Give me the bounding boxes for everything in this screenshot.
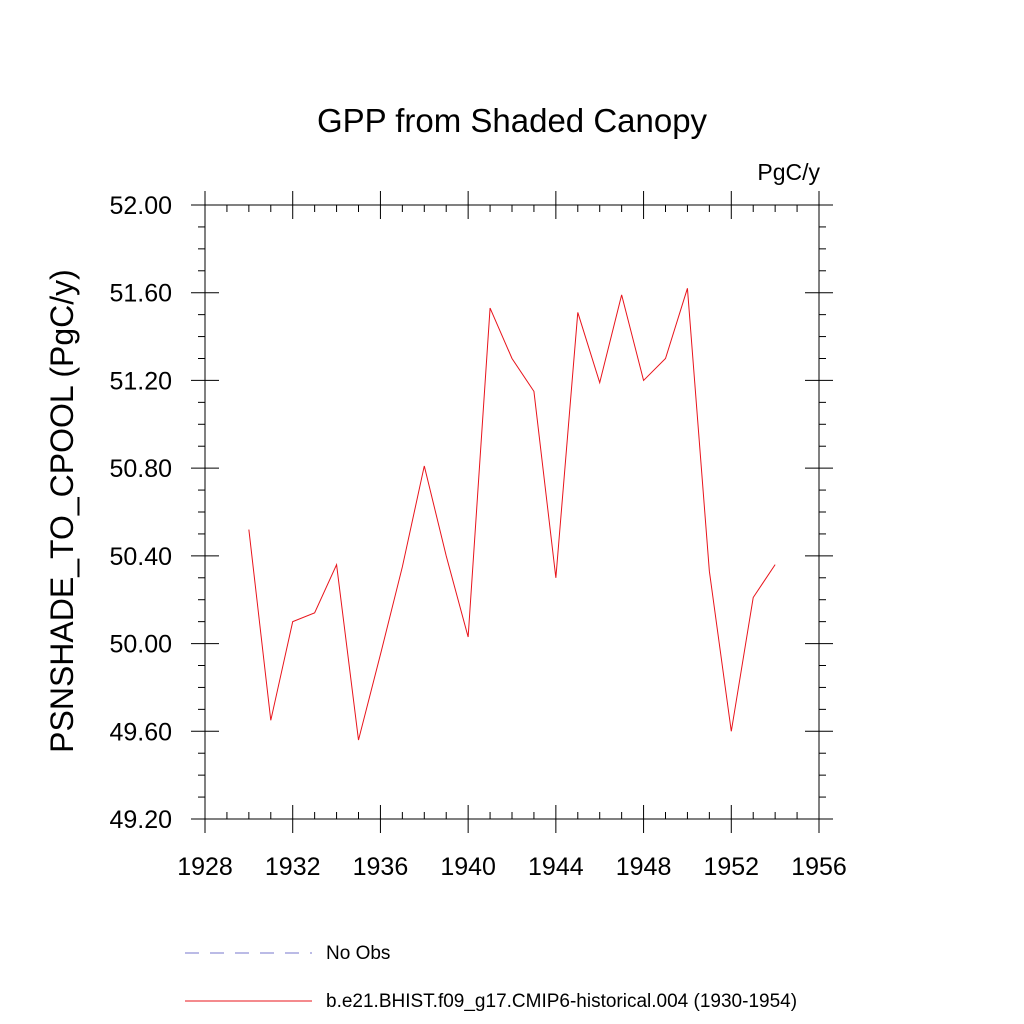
y-tick-label: 50.00 (109, 631, 172, 659)
y-tick-label: 51.20 (109, 367, 172, 395)
x-tick-label: 1932 (265, 853, 321, 881)
y-axis-label: PSNSHADE_TO_CPOOL (PgC/y) (44, 269, 80, 753)
x-tick-label: 1956 (791, 853, 847, 881)
y-tick-labels: 49.20 49.60 50.00 50.40 50.80 51.20 51.60 52.00 (109, 192, 172, 834)
units-label: PgC/y (757, 159, 820, 185)
x-tick-label: 1944 (528, 853, 584, 881)
y-tick-label: 51.60 (109, 280, 172, 308)
major-ticks (191, 191, 833, 833)
series-line (248, 288, 776, 741)
legend-label-model: b.e21.BHIST.f09_g17.CMIP6-historical.004… (326, 991, 797, 1012)
y-tick-label: 49.20 (109, 806, 172, 834)
minor-ticks (198, 205, 826, 819)
x-tick-label: 1936 (353, 853, 409, 881)
series-layer (248, 288, 776, 741)
legend: No Obs b.e21.BHIST.f09_g17.CMIP6-histori… (185, 943, 797, 1012)
y-tick-label: 52.00 (109, 192, 172, 220)
x-tick-label: 1952 (703, 853, 759, 881)
x-tick-label: 1940 (440, 853, 496, 881)
y-tick-label: 50.80 (109, 455, 172, 483)
x-tick-labels: 1928 1932 1936 1940 1944 1948 1952 1956 (177, 853, 847, 881)
y-tick-label: 49.60 (109, 718, 172, 746)
legend-label-no-obs: No Obs (326, 943, 390, 964)
x-tick-label: 1928 (177, 853, 233, 881)
chart-title: GPP from Shaded Canopy (317, 102, 708, 139)
x-tick-label: 1948 (616, 853, 672, 881)
y-tick-label: 50.40 (109, 543, 172, 571)
plot-frame (204, 204, 820, 820)
